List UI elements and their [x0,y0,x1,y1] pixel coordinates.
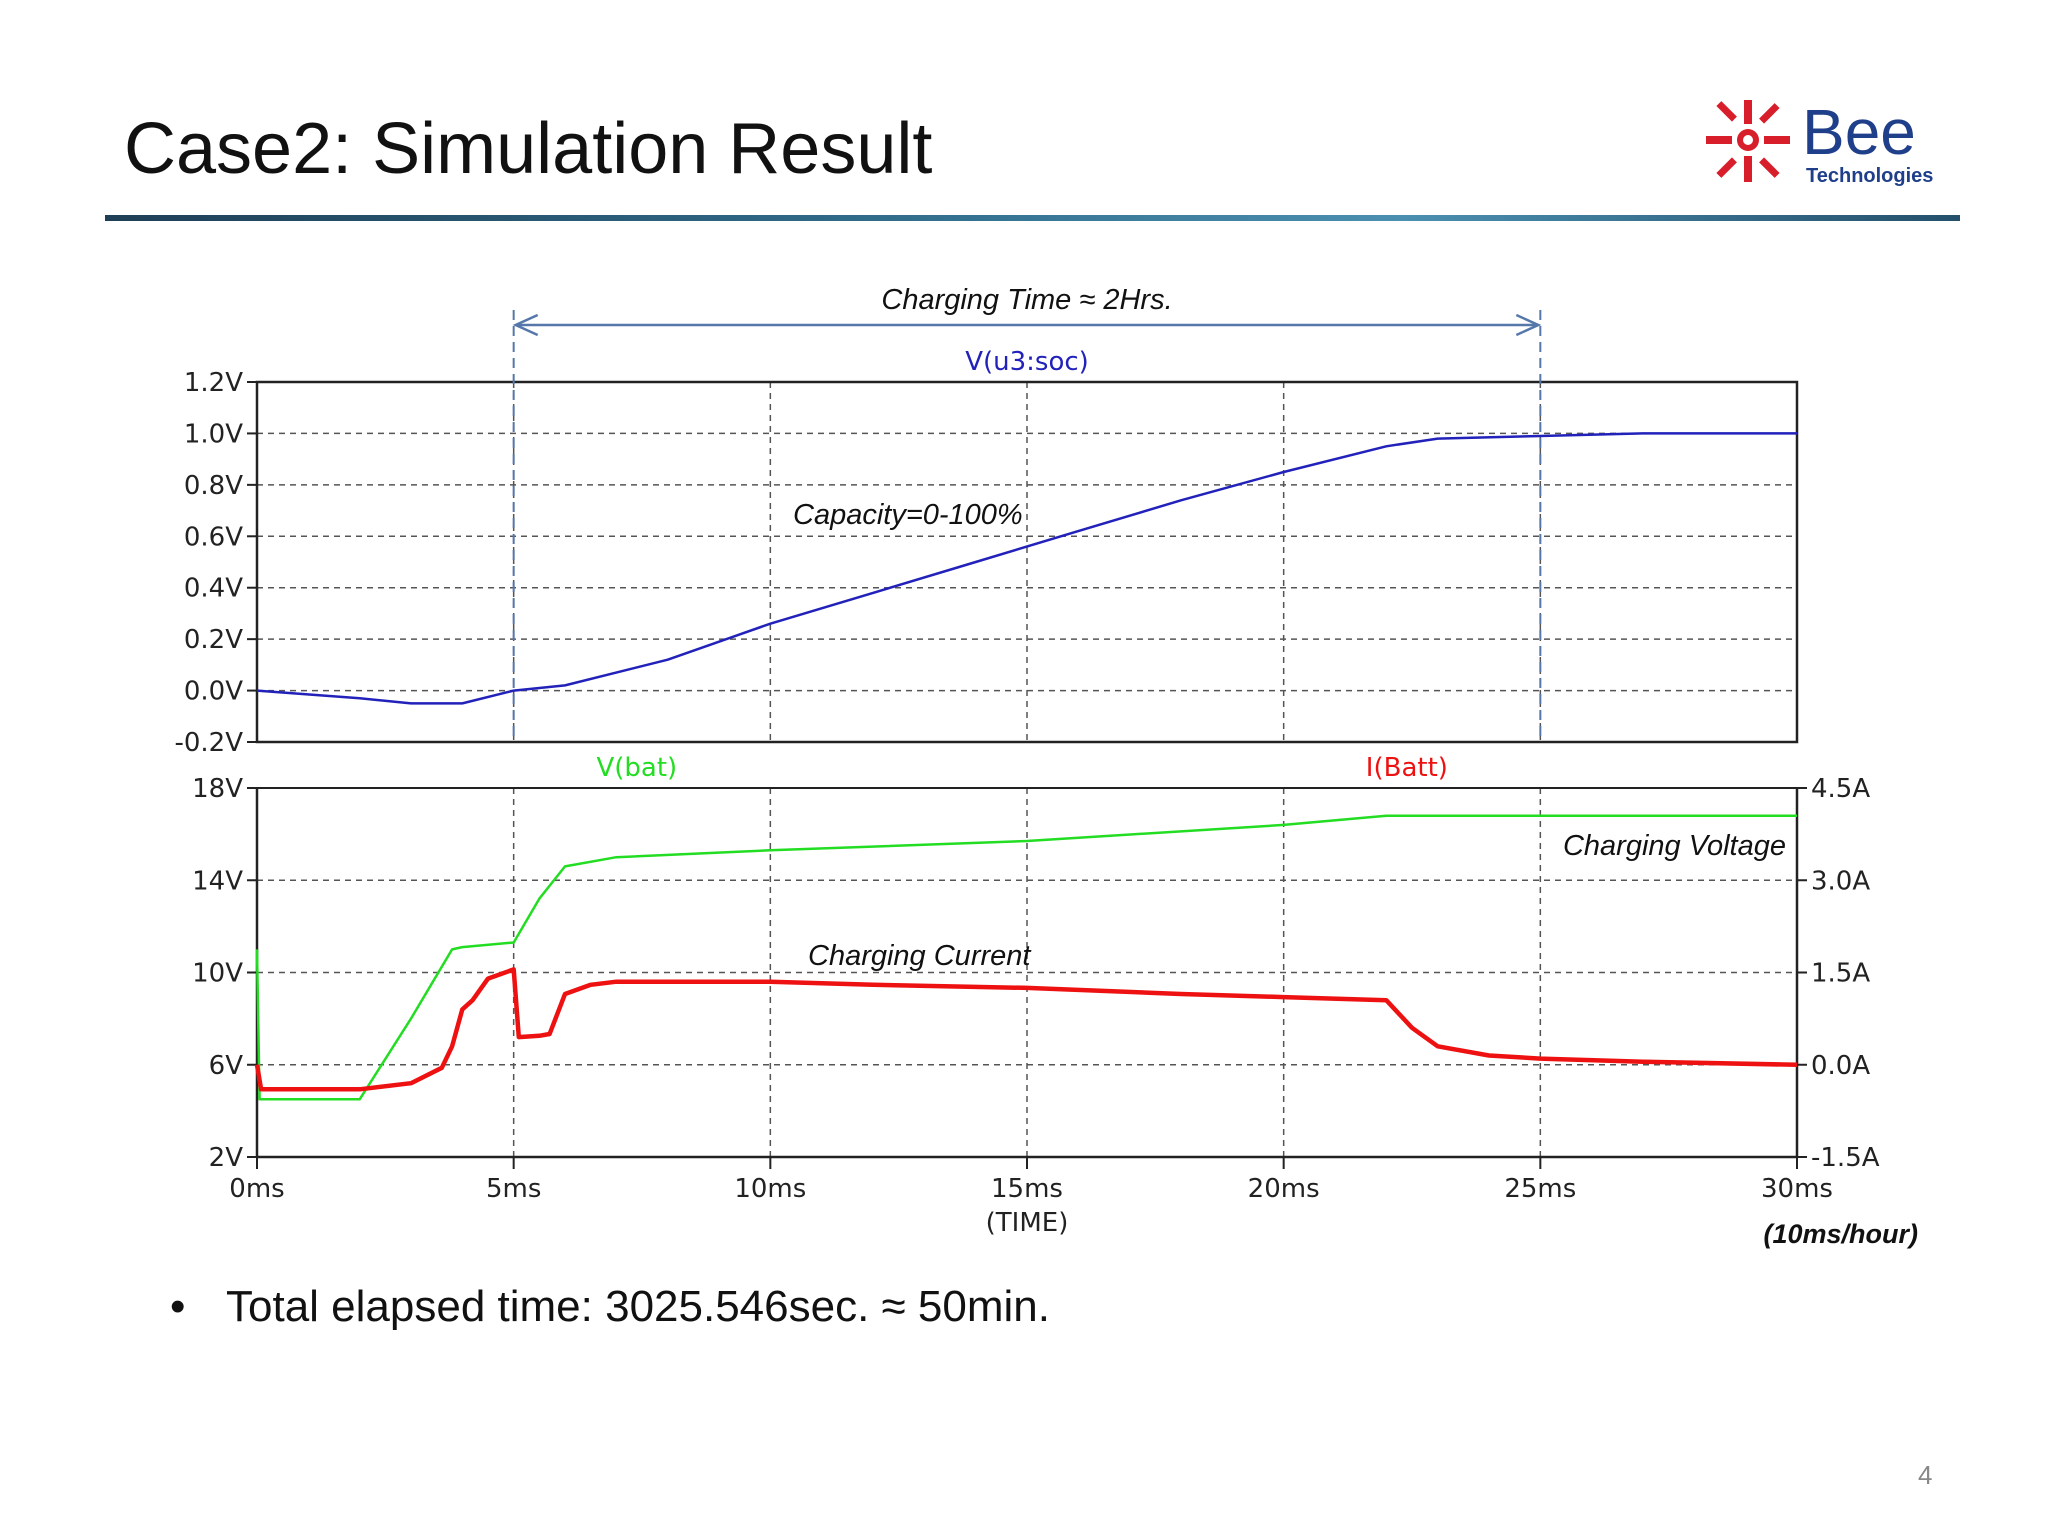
annotation-charging-time: Charging Time ≈ 2Hrs. [881,284,1172,316]
series-label-soc: V(u3:soc) [965,347,1089,377]
page-number: 4 [1918,1460,1933,1490]
x-tick-label: 30ms [1761,1174,1833,1204]
y-tick-label: 10V [192,959,243,989]
x-tick-label: 10ms [734,1174,806,1204]
x-tick-label: 0ms [229,1174,284,1204]
y-tick-label: 0.6V [184,522,243,552]
slide-title: Case2: Simulation Result [124,109,933,189]
logo-text-sub: Technologies [1806,165,1933,187]
logo-text-main: Bee [1802,96,1916,168]
y-tick-label: 0.8V [184,471,243,501]
arrow-head-right-icon [1515,313,1542,337]
y-tick-label: 0.0V [184,677,243,707]
annotation-charging-current: Charging Current [808,940,1032,972]
y-tick-label: 6V [209,1051,244,1081]
bee-logo: Bee Technologies [1706,96,1933,187]
y-tick-label: 0.2V [184,625,243,655]
annotation-time-scale: (10ms/hour) [1763,1219,1918,1249]
y2-tick-label: 0.0A [1811,1051,1870,1081]
x-tick-label: 20ms [1248,1174,1320,1204]
annotation-charging-voltage: Charging Voltage [1563,830,1786,862]
y-tick-label: 0.4V [184,574,243,604]
y-tick-label: 1.0V [184,419,243,449]
logo-mark-icon [1706,100,1790,182]
series-line-ibatt [254,967,1798,1092]
y2-tick-label: -1.5A [1811,1143,1880,1173]
title-rule [105,215,1960,221]
series-line-soc [256,432,1797,705]
series-label-ibatt: I(Batt) [1366,753,1448,783]
x-axis-label: (TIME) [986,1208,1069,1238]
bullet-dot: • [170,1282,186,1331]
x-tick-label: 5ms [486,1174,541,1204]
y-tick-label: 14V [192,866,243,896]
y2-tick-label: 1.5A [1811,959,1870,989]
x-tick-label: 25ms [1504,1174,1576,1204]
y2-tick-label: 4.5A [1811,774,1870,804]
y-tick-label: 2V [209,1143,244,1173]
y-tick-label: -0.2V [174,728,243,758]
y2-tick-label: 3.0A [1811,866,1870,896]
x-tick-label: 15ms [991,1174,1063,1204]
bullet-text: Total elapsed time: 3025.546sec. ≈ 50min… [226,1282,1050,1331]
annotation-capacity: Capacity=0-100% [793,499,1023,531]
series-line-vbat [255,814,1797,1101]
y-tick-label: 18V [192,774,243,804]
bullet-item: • Total elapsed time: 3025.546sec. ≈ 50mi… [170,1282,1050,1332]
series-label-vbat: V(bat) [597,753,678,783]
arrow-head-left-icon [512,313,539,337]
y-tick-label: 1.2V [184,368,243,398]
plot-frame-top [255,380,1799,744]
